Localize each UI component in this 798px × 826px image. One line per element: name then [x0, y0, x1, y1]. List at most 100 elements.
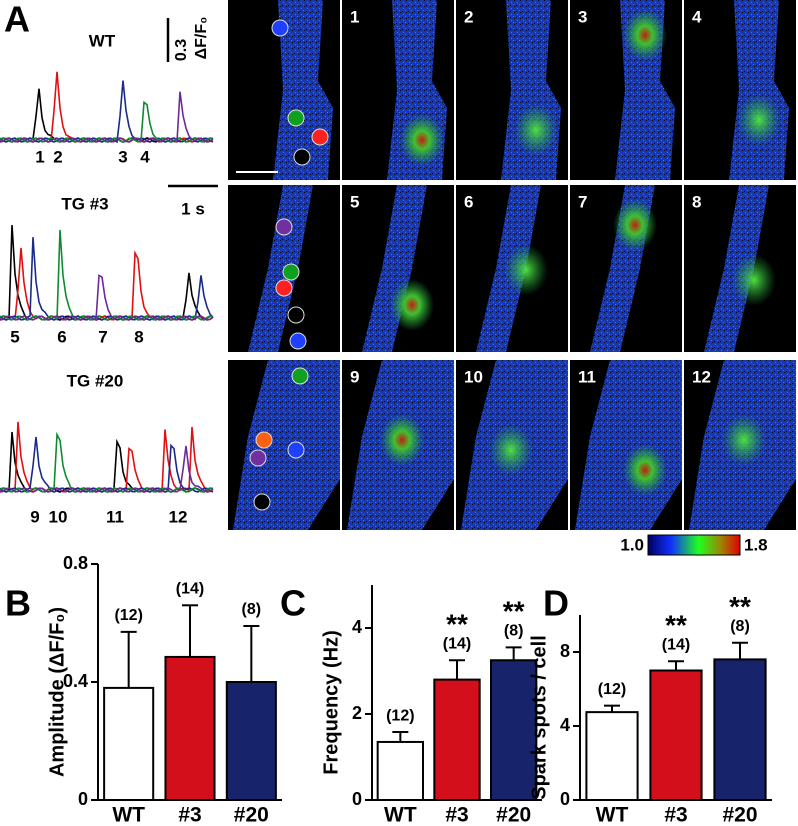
colorbar-label: 1.0: [620, 535, 644, 554]
frame-number: 9: [350, 367, 359, 386]
frame-number: 6: [464, 192, 473, 211]
roi-marker: [275, 218, 293, 236]
trace-title: TG #20: [67, 371, 124, 390]
spark: [489, 424, 533, 476]
roi-marker: [287, 109, 305, 127]
spark: [400, 114, 444, 166]
cell-image: [233, 360, 340, 530]
n-annotation: (12): [114, 607, 142, 624]
fluorescence-trace: [0, 431, 214, 493]
scale-bar-x-label: 1 s: [181, 199, 205, 218]
roi-marker: [287, 306, 305, 324]
x-tick-label: WT: [112, 804, 145, 826]
spark: [390, 279, 434, 331]
y-axis-label: Spark spots / cell: [528, 635, 550, 800]
frame-number: 12: [692, 367, 711, 386]
y-axis-label: Amplitude (ΔF/F₀): [46, 607, 68, 777]
bar: [490, 659, 538, 801]
trace-title: WT: [89, 31, 116, 50]
trace-label: 8: [134, 327, 143, 346]
x-tick-label: WT: [596, 804, 629, 826]
trace-label: 3: [118, 147, 127, 166]
frame-number: 4: [692, 7, 702, 26]
y-axis-label: Frequency (Hz): [320, 630, 342, 774]
trace-label: 4: [140, 147, 150, 166]
significance: **: [503, 596, 525, 627]
n-annotation: (14): [176, 581, 204, 598]
bar: [164, 655, 216, 801]
y-tick-label: 8: [560, 641, 570, 661]
frame-number: 10: [464, 367, 483, 386]
fluorescence-trace: [0, 237, 214, 321]
fluorescence-trace: [0, 91, 214, 143]
fluorescence-trace: [0, 274, 214, 322]
significance: **: [729, 591, 751, 622]
trace-label: 5: [10, 327, 19, 346]
y-tick-label: 0: [352, 789, 362, 809]
spark: [514, 104, 558, 156]
roi-marker: [289, 332, 307, 350]
fluorescence-trace: [0, 100, 214, 143]
trace-label: 12: [169, 507, 188, 526]
x-tick-label: #3: [178, 804, 201, 826]
n-annotation: (8): [730, 618, 750, 635]
roi-marker: [287, 441, 305, 459]
y-tick-label: 4: [352, 617, 362, 637]
frame-number: 2: [464, 7, 473, 26]
y-tick-label: 0: [78, 789, 88, 809]
x-tick-label: #20: [722, 804, 757, 826]
fluorescence-trace: [0, 445, 214, 493]
frame-number: 1: [350, 7, 359, 26]
roi-marker: [282, 263, 300, 281]
significance: **: [665, 610, 687, 641]
bar: [376, 740, 424, 802]
bar: [649, 669, 703, 801]
scale-bar-y-label: 0.3: [173, 39, 190, 61]
frame-number: 7: [578, 192, 587, 211]
x-tick-label: #20: [496, 804, 531, 826]
y-tick-label: 4: [560, 715, 570, 735]
bar: [713, 658, 767, 802]
panel-label: C: [280, 583, 306, 624]
colorbar-label: 1.8: [744, 535, 768, 554]
n-annotation: (12): [598, 681, 626, 698]
n-annotation: (12): [386, 707, 414, 724]
roi-marker: [311, 128, 329, 146]
fluorescence-trace: [0, 80, 214, 144]
bar: [225, 681, 277, 801]
x-tick-label: #3: [664, 804, 687, 826]
y-tick-label: 2: [352, 703, 362, 723]
spark: [504, 244, 548, 296]
spark: [737, 94, 781, 146]
bar: [103, 686, 155, 802]
panel-label: B: [5, 583, 31, 624]
spark: [380, 414, 424, 466]
cell-image: [362, 185, 427, 352]
frame-number: 5: [350, 192, 359, 211]
roi-marker: [255, 431, 273, 449]
frame-number: 11: [578, 367, 596, 386]
n-annotation: (8): [504, 623, 524, 640]
spark: [722, 414, 766, 466]
panel-label: D: [543, 583, 569, 624]
n-annotation: (14): [662, 636, 690, 653]
bar: [433, 678, 481, 801]
trace-label: 11: [106, 507, 124, 526]
frame-number: 8: [692, 192, 701, 211]
trace-label: 1: [35, 147, 44, 166]
trace-label: 9: [30, 507, 39, 526]
trace-label: 7: [98, 327, 107, 346]
scale-bar-y-unit: ΔF/F₀: [193, 17, 210, 60]
x-tick-label: #20: [234, 804, 269, 826]
roi-marker: [249, 449, 267, 467]
cell-image: [248, 185, 313, 352]
roi-marker: [293, 148, 311, 166]
spark: [732, 254, 776, 306]
n-annotation: (8): [242, 601, 262, 618]
frame-number: 3: [578, 7, 587, 26]
y-tick-label: 0.4: [63, 671, 88, 691]
trace-label: 6: [57, 327, 66, 346]
fluorescence-trace: [0, 71, 214, 143]
y-tick-label: 0: [560, 789, 570, 809]
